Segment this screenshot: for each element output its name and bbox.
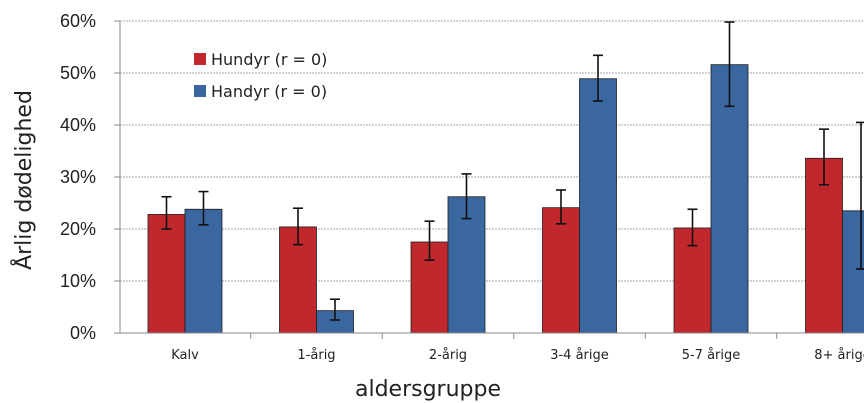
x-tick-label: 8+ årige [814,348,864,363]
error-bar [687,208,698,247]
error-bars [161,21,864,321]
axes [119,21,864,339]
x-tick-label: Kalv [171,348,199,363]
error-bar [198,190,209,226]
bar-hundyr [147,214,186,334]
legend-swatch-hundyr [194,53,206,65]
bar-handyr [710,64,749,334]
y-tick-label: 20% [60,219,96,239]
x-tick-label: 1-årig [297,348,335,363]
error-bar [819,128,829,186]
error-bar [161,195,172,230]
error-bar [461,173,472,220]
bar-handyr [447,196,486,334]
bar-handyr [184,208,223,334]
error-bar [293,207,303,246]
y-tick-label: 60% [60,11,96,31]
x-tick-labels: Kalv 1-årig 2-årig 3-4 årige 5-7 årige 8+ åri… [171,348,864,363]
error-bar [424,220,435,262]
x-axis-title: aldersgruppe [355,377,501,402]
bar-handyr [579,78,617,334]
y-tick-label: 40% [60,115,96,135]
legend-swatch-handyr [194,85,206,97]
y-tick-label: 50% [60,63,96,83]
y-tick-label: 10% [60,271,96,291]
error-bar [593,54,603,102]
error-bar [330,298,340,321]
y-tick-labels: 0% 10% 20% 30% 40% 50% 60% [60,11,96,343]
error-bar [724,21,735,108]
x-tick-label: 2-årig [429,348,467,363]
error-bar [556,189,566,225]
error-bar [856,121,864,270]
bars [147,64,864,334]
legend-label-hundyr: Hundyr (r = 0) [211,50,327,69]
legend-label-handyr: Handyr (r = 0) [211,82,327,101]
y-tick-label: 0% [70,323,96,343]
y-axis-title: Årlig dødelighed [10,90,37,270]
y-tick-label: 30% [60,167,96,187]
legend: Hundyr (r = 0) Handyr (r = 0) [194,50,327,101]
x-tick-label: 3-4 årige [550,348,609,363]
bar-hundyr [542,207,580,334]
x-tick-label: 5-7 årige [682,348,741,363]
